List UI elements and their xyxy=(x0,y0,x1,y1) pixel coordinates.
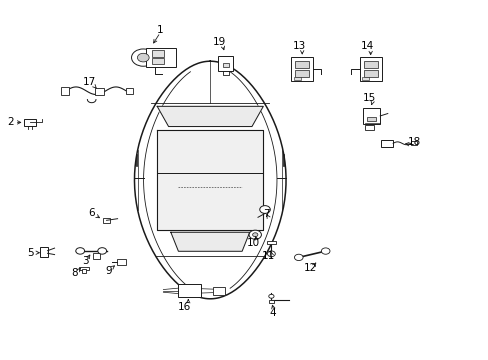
Text: 1: 1 xyxy=(157,24,163,35)
Bar xyxy=(293,77,300,80)
Polygon shape xyxy=(170,232,249,251)
Bar xyxy=(266,241,276,244)
Circle shape xyxy=(248,230,261,239)
Text: 12: 12 xyxy=(303,263,317,273)
Bar xyxy=(95,88,103,94)
Polygon shape xyxy=(134,61,285,299)
Bar xyxy=(117,259,125,265)
Text: 10: 10 xyxy=(246,238,259,248)
Bar xyxy=(152,50,163,57)
Bar xyxy=(295,61,308,68)
Bar xyxy=(222,63,229,67)
Bar xyxy=(363,61,377,68)
Bar xyxy=(81,269,86,273)
Circle shape xyxy=(252,233,257,237)
Text: 4: 4 xyxy=(269,308,276,318)
Text: 13: 13 xyxy=(292,41,305,51)
Circle shape xyxy=(268,294,273,298)
Bar xyxy=(291,57,312,81)
Bar xyxy=(79,267,89,270)
Bar xyxy=(146,48,175,67)
Circle shape xyxy=(131,49,155,66)
Circle shape xyxy=(321,248,329,254)
Bar xyxy=(152,58,163,64)
Bar xyxy=(268,300,273,303)
Text: 18: 18 xyxy=(407,137,421,147)
Bar xyxy=(213,287,224,295)
Bar xyxy=(41,247,47,257)
Text: 3: 3 xyxy=(82,256,89,266)
Bar xyxy=(61,87,69,94)
Bar xyxy=(295,70,308,77)
Text: 14: 14 xyxy=(360,41,374,51)
Polygon shape xyxy=(157,130,263,230)
Bar xyxy=(126,87,133,94)
Bar xyxy=(93,253,100,259)
Text: 9: 9 xyxy=(105,266,112,276)
Circle shape xyxy=(98,248,106,254)
Text: 2: 2 xyxy=(7,117,14,127)
Text: 16: 16 xyxy=(178,302,191,312)
Bar xyxy=(359,57,381,81)
Circle shape xyxy=(76,248,84,254)
Circle shape xyxy=(267,251,275,257)
Circle shape xyxy=(137,53,149,62)
Bar xyxy=(362,108,380,124)
Text: 17: 17 xyxy=(82,77,96,87)
Bar xyxy=(178,284,201,297)
Bar xyxy=(366,117,375,121)
Bar xyxy=(381,140,392,147)
Bar xyxy=(410,141,416,145)
Bar xyxy=(24,119,36,126)
Bar xyxy=(362,77,368,80)
Text: 8: 8 xyxy=(71,268,78,278)
Circle shape xyxy=(294,254,303,261)
Bar xyxy=(218,55,233,71)
Text: 19: 19 xyxy=(212,37,225,48)
Text: 15: 15 xyxy=(362,93,375,103)
Polygon shape xyxy=(157,106,263,127)
Bar xyxy=(363,70,377,77)
Text: 11: 11 xyxy=(261,251,274,261)
Bar xyxy=(102,217,110,223)
Bar xyxy=(365,125,373,130)
Circle shape xyxy=(259,206,270,213)
Text: 6: 6 xyxy=(88,208,95,218)
Text: 5: 5 xyxy=(27,248,34,258)
Text: 7: 7 xyxy=(263,209,269,219)
